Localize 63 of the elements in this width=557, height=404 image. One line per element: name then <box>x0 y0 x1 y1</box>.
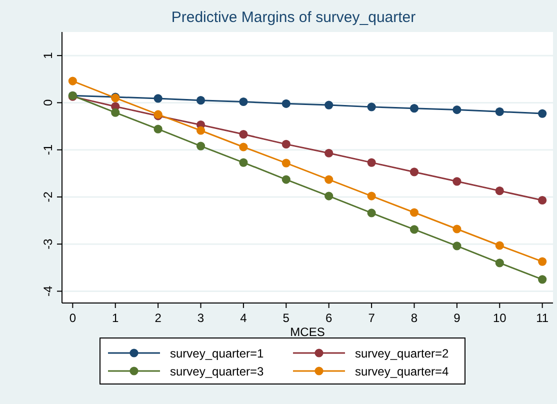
legend-label: survey_quarter=3 <box>170 364 264 378</box>
point <box>538 196 547 205</box>
point <box>452 177 462 186</box>
x-axis-title: MCES <box>290 325 325 339</box>
point <box>282 175 290 184</box>
point <box>538 275 547 284</box>
point <box>538 257 547 266</box>
point <box>196 126 206 135</box>
x-tick-label: 5 <box>282 311 290 325</box>
point <box>538 109 547 118</box>
point <box>239 130 248 139</box>
point <box>282 158 290 168</box>
y-tick-label: -4 <box>41 286 55 297</box>
x-tick-label: 2 <box>154 311 162 325</box>
y-tick-label: -3 <box>41 238 55 250</box>
point <box>452 105 462 114</box>
point <box>410 208 419 217</box>
point <box>282 140 290 148</box>
x-tick-label: 10 <box>492 311 507 325</box>
point <box>367 192 376 200</box>
point <box>452 224 462 234</box>
y-tick-label: 0 <box>41 99 55 106</box>
point <box>410 104 419 113</box>
x-tick-label: 6 <box>326 311 333 325</box>
point <box>367 102 376 112</box>
point <box>111 108 120 117</box>
point <box>324 148 334 158</box>
point <box>495 186 504 196</box>
point <box>452 242 462 250</box>
point <box>410 168 419 176</box>
legend-label: survey_quarter=4 <box>355 364 450 378</box>
point <box>324 100 334 110</box>
y-tick-label: -1 <box>41 144 55 156</box>
x-tick-label: 4 <box>240 311 248 325</box>
point <box>239 142 248 152</box>
point <box>196 142 206 150</box>
point <box>68 76 77 86</box>
point <box>495 258 504 268</box>
point <box>410 225 419 234</box>
point <box>154 94 162 103</box>
point <box>495 107 504 116</box>
x-tick-label: 0 <box>69 311 76 325</box>
x-tick-label: 7 <box>368 311 376 325</box>
legend-label: survey_quarter=2 <box>355 346 450 360</box>
x-tick-label: 11 <box>536 311 549 325</box>
point <box>324 175 334 184</box>
point <box>154 124 162 134</box>
x-tick-label: 8 <box>410 311 418 325</box>
point <box>367 158 376 167</box>
x-tick-label: 1 <box>112 311 120 325</box>
point <box>495 241 504 250</box>
y-tick-label: -2 <box>41 191 55 202</box>
point <box>367 208 376 218</box>
x-tick-label: 9 <box>454 311 461 325</box>
legend-label: survey_quarter=1 <box>170 346 264 360</box>
point <box>282 99 290 108</box>
chart-title: Predictive Margins of survey_quarter <box>171 9 416 26</box>
point <box>196 96 206 105</box>
point <box>239 97 248 106</box>
point <box>239 158 248 167</box>
y-tick-label: 1 <box>41 52 55 59</box>
x-tick-label: 3 <box>197 311 204 325</box>
point <box>324 192 334 200</box>
